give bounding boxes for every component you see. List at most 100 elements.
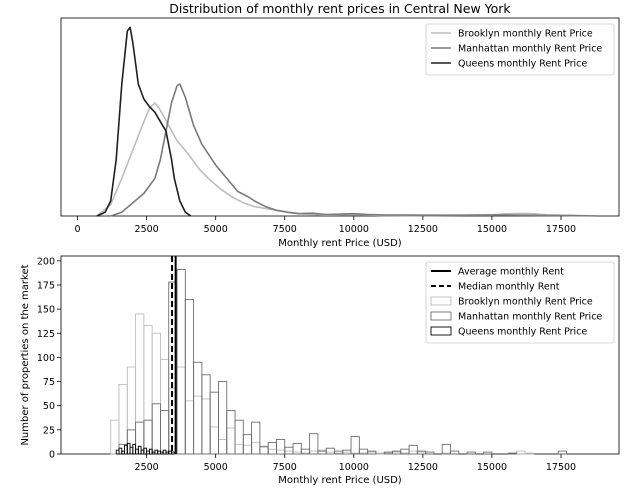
histogram-bar — [276, 449, 286, 455]
histogram-bar — [126, 366, 137, 455]
legend-label-average-monthly-rent: Average monthly Rent — [458, 267, 564, 278]
x-tick-label: 5000 — [204, 462, 228, 473]
legend-label-manhattan-monthly-rent-price: Manhattan monthly Rent Price — [458, 312, 602, 323]
histogram-bar — [159, 410, 170, 455]
y-tick-label: 75 — [43, 377, 55, 388]
legend-label-brooklyn-monthly-rent-price: Brooklyn monthly Rent Price — [458, 29, 593, 40]
histogram-bar — [408, 444, 418, 455]
histogram-bar — [218, 381, 228, 455]
histogram-bar — [151, 403, 161, 455]
y-tick-label: 200 — [37, 256, 55, 267]
histogram-bar — [292, 442, 302, 455]
x-tick-label: 10000 — [339, 462, 369, 473]
x-axis-label: Monthly rent Price (USD) — [278, 238, 402, 249]
legend-label-manhattan-monthly-rent-price: Manhattan monthly Rent Price — [458, 44, 602, 55]
histogram-bar — [226, 410, 236, 455]
y-axis-ticks: 0 25 50 75 100 125 150 175 200 — [37, 256, 61, 461]
legend: Average monthly Rent Median monthly Rent B… — [425, 261, 615, 344]
x-tick-label: 15000 — [477, 462, 507, 473]
histogram-bar — [126, 429, 137, 455]
x-tick-label: 2500 — [135, 462, 159, 473]
histogram-bar — [193, 395, 203, 455]
legend-swatch-brooklyn-monthly-rent-price — [430, 296, 452, 306]
reference-lines — [171, 256, 177, 454]
histogram-bar — [516, 450, 526, 455]
histogram-bar — [159, 358, 170, 455]
histogram-chart: 2500 5000 7500 10000 12500 15000 17500 0 25 50 75… — [20, 255, 620, 486]
histogram-bar — [284, 446, 294, 455]
x-axis-ticks: 0 2500 5000 7500 10000 12500 15000 17500 — [75, 216, 576, 235]
histogram-bar — [184, 299, 195, 455]
histogram-bar — [317, 450, 327, 455]
histogram-bar — [148, 448, 153, 455]
histogram-bar — [234, 443, 244, 455]
kde-chart: Distribution of monthly rent prices in C… — [60, 1, 620, 249]
histogram-bar — [176, 366, 186, 455]
histogram-bar — [209, 426, 219, 455]
histogram-queens-monthly-rent-price — [115, 442, 175, 455]
legend-label-queens-monthly-rent-price: Queens monthly Rent Price — [458, 327, 587, 338]
histogram-bar — [226, 427, 236, 455]
histogram-bar — [184, 400, 195, 455]
x-tick-label: 15000 — [477, 224, 507, 235]
histogram-bar — [176, 269, 186, 455]
histogram-bar — [466, 451, 476, 455]
y-tick-label: 100 — [37, 353, 55, 364]
histogram-bar — [375, 452, 385, 455]
histogram-bar — [367, 450, 377, 455]
histogram-bar — [276, 439, 286, 455]
y-tick-label: 0 — [49, 450, 55, 461]
histogram-bar — [171, 451, 175, 455]
legend-box — [425, 261, 615, 344]
histogram-bar — [251, 441, 261, 455]
x-tick-label: 12500 — [408, 462, 438, 473]
legend-label-brooklyn-monthly-rent-price: Brooklyn monthly Rent Price — [458, 297, 593, 308]
chart-title: Distribution of monthly rent prices in C… — [169, 1, 511, 16]
histogram-bar — [334, 450, 344, 455]
x-tick-label: 12500 — [408, 224, 438, 235]
y-axis-label: Number of properties on the market — [20, 264, 31, 445]
x-axis-ticks: 2500 5000 7500 10000 12500 15000 17500 — [135, 454, 576, 473]
kde-series-group — [96, 26, 600, 217]
histogram-bar — [110, 419, 120, 455]
plot-frame — [60, 17, 620, 217]
x-tick-label: 2500 — [135, 224, 159, 235]
x-tick-label: 17500 — [546, 462, 576, 473]
histogram-bar — [209, 391, 219, 455]
histogram-bar — [118, 443, 128, 455]
histogram-series-group — [110, 269, 567, 455]
kde-line-queens-monthly-rent-price — [96, 26, 192, 217]
y-tick-label: 125 — [37, 329, 55, 340]
x-tick-label: 7500 — [273, 462, 297, 473]
x-tick-label: 5000 — [204, 224, 228, 235]
histogram-bar — [151, 332, 161, 455]
histogram-bar — [143, 325, 153, 455]
legend-swatch-manhattan-monthly-rent-price — [430, 311, 452, 321]
kde-line-manhattan-monthly-rent-price — [110, 83, 600, 217]
histogram-bar — [201, 374, 211, 455]
histogram-bar — [234, 419, 244, 455]
histogram-bar — [118, 384, 128, 455]
legend-label-queens-monthly-rent-price: Queens monthly Rent Price — [458, 59, 587, 70]
histogram-bar — [201, 398, 211, 455]
histogram-bar — [259, 446, 269, 455]
y-tick-label: 50 — [43, 401, 55, 412]
histogram-bar — [416, 450, 427, 455]
histogram-bar — [557, 450, 567, 455]
legend: Brooklyn monthly Rent Price Manhattan mon… — [425, 23, 615, 76]
legend-label-median-monthly-rent: Median monthly Rent — [458, 282, 560, 293]
x-axis-label: Monthly rent Price (USD) — [278, 475, 402, 486]
histogram-bar — [267, 441, 277, 455]
y-tick-label: 25 — [43, 425, 55, 436]
histogram-bar — [309, 433, 319, 455]
y-tick-label: 175 — [37, 280, 55, 291]
histogram-bar — [508, 452, 518, 455]
x-tick-label: 7500 — [273, 224, 297, 235]
histogram-bar — [441, 443, 451, 455]
y-tick-label: 150 — [37, 305, 55, 316]
x-tick-label: 17500 — [546, 224, 576, 235]
histogram-bar — [450, 450, 460, 455]
histogram-bar — [267, 448, 277, 455]
histogram-bar — [425, 451, 435, 455]
